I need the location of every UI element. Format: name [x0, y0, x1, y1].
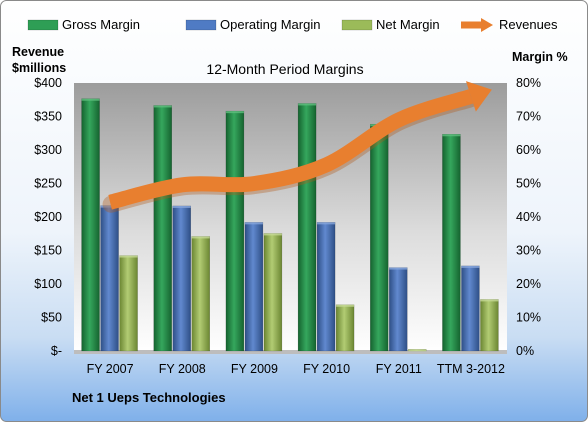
- bar-gross-margin: [297, 103, 317, 352]
- bar-net-margin: [191, 236, 210, 352]
- right-tick-label: 30%: [516, 244, 541, 258]
- bar-operating-margin: [100, 205, 119, 352]
- left-tick-label: $350: [34, 110, 62, 124]
- category-label: FY 2009: [231, 362, 278, 376]
- bar-gross-margin: [225, 110, 245, 352]
- bar-top-highlight: [191, 236, 210, 239]
- left-tick-label: $400: [34, 76, 62, 90]
- bar-top-highlight: [153, 105, 172, 108]
- legend-label-operating-margin: Operating Margin: [220, 17, 320, 32]
- left-axis-ticks: $- $50 $100 $150 $200 $250 $300 $350 $400: [34, 76, 62, 358]
- bar-operating-margin: [461, 265, 480, 352]
- bar-operating-margin: [244, 222, 264, 352]
- bar-operating-margin: [389, 267, 408, 352]
- right-tick-label: 10%: [516, 311, 541, 325]
- right-tick-label: 20%: [516, 277, 541, 291]
- bar-gross-margin: [442, 134, 461, 352]
- left-tick-label: $100: [34, 277, 62, 291]
- bar-top-highlight: [480, 299, 499, 302]
- legend-label-gross-margin: Gross Margin: [62, 17, 140, 32]
- company-name: Net 1 Ueps Technologies: [72, 390, 226, 405]
- bar-top-highlight: [100, 205, 119, 208]
- bar-top-highlight: [336, 304, 355, 307]
- bar-top-highlight: [81, 98, 100, 101]
- left-tick-label: $-: [51, 344, 62, 358]
- left-axis-label-line2: $millions: [12, 61, 66, 75]
- left-tick-label: $250: [34, 177, 62, 191]
- legend-swatch-net-margin: [341, 19, 373, 31]
- bar-gross-margin: [370, 123, 389, 352]
- right-tick-label: 80%: [516, 76, 541, 90]
- revenue-arrow-head: [465, 81, 492, 112]
- revenue-line-path: [108, 89, 474, 210]
- bar-net-margin: [263, 233, 283, 352]
- legend-label-net-margin: Net Margin: [376, 17, 440, 32]
- plot-floor: [74, 350, 507, 354]
- chart-title: 12-Month Period Margins: [206, 61, 363, 77]
- bar-gross-margin: [81, 98, 100, 352]
- legend: Gross Margin Operating Margin Net Margin Re…: [27, 17, 558, 32]
- category-label: FY 2010: [303, 362, 350, 376]
- category-label: FY 2007: [87, 362, 134, 376]
- bar-net-margin: [480, 299, 499, 352]
- left-tick-label: $300: [34, 143, 62, 157]
- x-axis-labels: FY 2007 FY 2008 FY 2009 FY 2010 FY 2011 TTM 3…: [87, 362, 505, 376]
- legend-swatch-gross-margin: [27, 19, 59, 31]
- bar-top-highlight: [172, 205, 191, 208]
- bar-top-highlight: [298, 103, 317, 106]
- bar-top-highlight: [244, 222, 263, 225]
- left-tick-label: $50: [41, 311, 62, 325]
- bar-top-highlight: [263, 233, 282, 236]
- right-tick-label: 0%: [516, 344, 534, 358]
- legend-label-revenues: Revenues: [499, 17, 558, 32]
- left-tick-label: $150: [34, 244, 62, 258]
- right-axis-label: Margin %: [512, 50, 568, 64]
- right-tick-label: 50%: [516, 177, 541, 191]
- legend-arrow-revenues: [481, 18, 493, 32]
- legend-swatch-operating-margin: [185, 19, 217, 31]
- bar-net-margin: [119, 255, 138, 352]
- right-axis-ticks: 0% 10% 20% 30% 40% 50% 60% 70% 80%: [516, 76, 541, 358]
- bar-top-highlight: [461, 265, 480, 268]
- bar-top-highlight: [225, 111, 244, 114]
- bar-top-highlight: [119, 255, 138, 258]
- bar-top-highlight: [389, 267, 408, 270]
- bar-net-margin: [335, 304, 355, 352]
- bar-gross-margin: [153, 105, 172, 352]
- category-label: FY 2008: [159, 362, 206, 376]
- bar-operating-margin: [172, 205, 191, 352]
- left-axis-label-line1: Revenue: [12, 45, 64, 59]
- bar-top-highlight: [408, 349, 427, 352]
- right-tick-label: 40%: [516, 210, 541, 224]
- left-tick-label: $200: [34, 210, 62, 224]
- right-tick-label: 70%: [516, 110, 541, 124]
- right-tick-label: 60%: [516, 143, 541, 157]
- plot-area: [74, 83, 507, 353]
- bar-top-highlight: [317, 222, 336, 225]
- bar-top-highlight: [442, 134, 461, 137]
- bar-operating-margin: [316, 222, 336, 352]
- category-label: TTM 3-2012: [437, 362, 505, 376]
- category-label: FY 2011: [376, 362, 422, 376]
- revenue-line: [102, 81, 492, 213]
